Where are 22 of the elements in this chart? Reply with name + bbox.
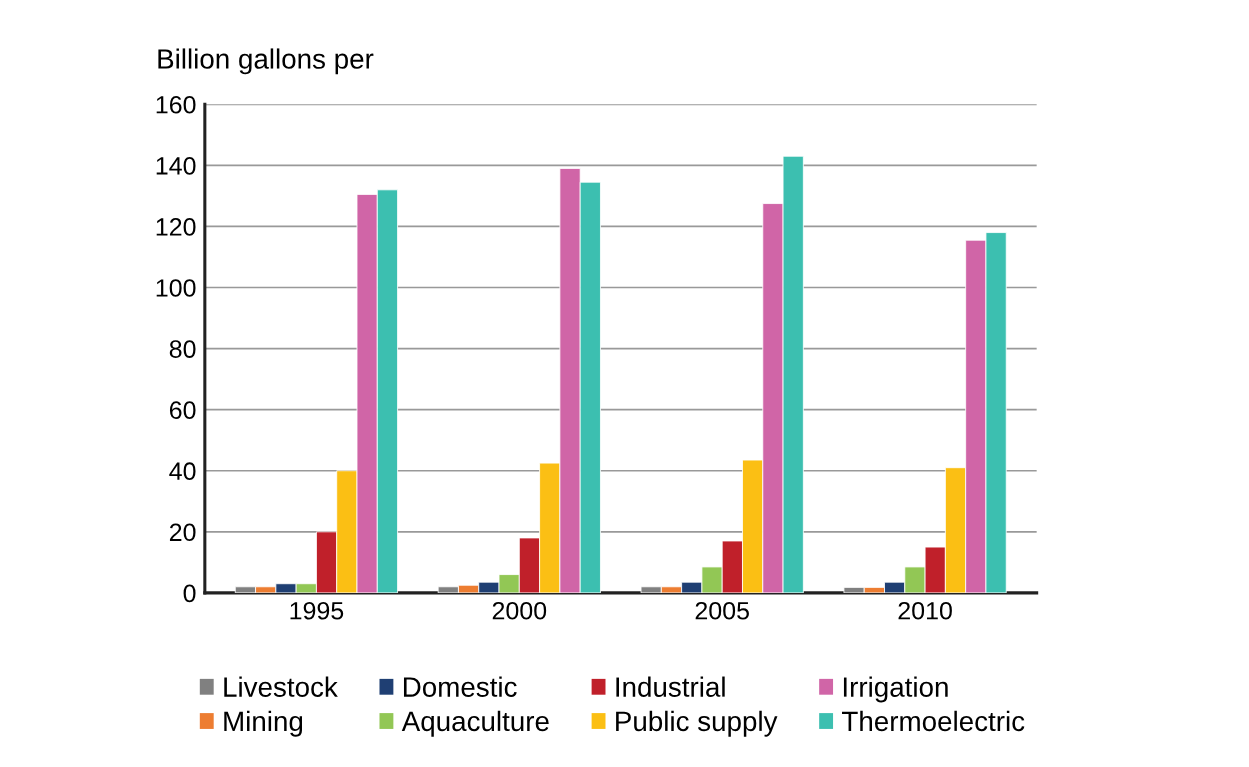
y-tick-label: 160 (156, 95, 196, 114)
y-tick-label: 40 (169, 462, 196, 481)
legend-label: Public supply (616, 710, 778, 737)
legend-label: Aquaculture (401, 710, 549, 737)
y-tick-label: 20 (169, 523, 196, 542)
legend-label: Mining (224, 710, 303, 737)
legend-label: Thermoelectric (842, 710, 1025, 732)
y-tick-label: 100 (156, 279, 196, 297)
y-tick-label: 140 (156, 156, 196, 175)
y-tick-label: 80 (169, 340, 196, 358)
y-tick-label: 120 (156, 218, 196, 236)
legend-label: Livestock (224, 676, 338, 697)
x-tick-label: 2005 (695, 601, 749, 620)
y-axis-title: Billion gallons per (158, 48, 374, 75)
legend-label: Irrigation (843, 676, 948, 703)
x-tick-label: 2000 (492, 601, 547, 620)
x-tick-label: 1995 (290, 601, 344, 620)
legend-label: Industrial (616, 676, 725, 697)
y-tick-label: 60 (169, 401, 196, 419)
y-tick-label: 0 (183, 584, 196, 603)
x-tick-label: 2010 (898, 601, 952, 620)
legend-label: Domestic (403, 676, 517, 697)
